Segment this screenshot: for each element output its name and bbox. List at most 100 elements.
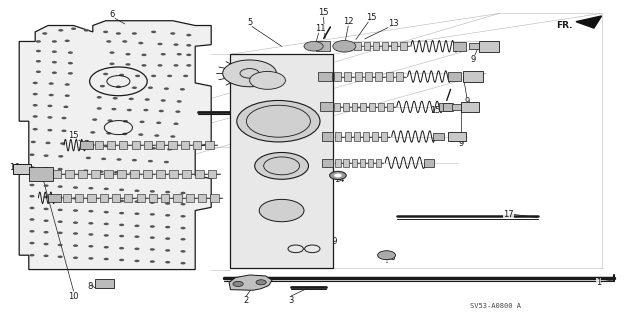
Circle shape [88, 233, 93, 236]
Circle shape [73, 197, 78, 200]
Bar [104, 170, 113, 178]
Circle shape [90, 131, 95, 134]
Bar [343, 103, 349, 111]
Bar [322, 132, 333, 141]
Circle shape [44, 219, 49, 222]
Bar [143, 170, 152, 178]
Text: 19: 19 [328, 237, 338, 246]
Circle shape [119, 212, 124, 214]
Circle shape [138, 42, 143, 44]
Circle shape [177, 100, 182, 103]
Text: FR.: FR. [556, 21, 573, 30]
Circle shape [119, 247, 124, 249]
Bar [92, 170, 100, 178]
Bar [479, 41, 499, 52]
Circle shape [173, 43, 179, 46]
Text: 1: 1 [596, 278, 601, 287]
Circle shape [180, 262, 186, 264]
Circle shape [333, 41, 356, 52]
Circle shape [165, 214, 170, 217]
Circle shape [255, 152, 308, 179]
Bar [360, 103, 366, 111]
Circle shape [150, 213, 155, 216]
Circle shape [104, 199, 109, 202]
Circle shape [65, 94, 70, 97]
Circle shape [73, 232, 78, 235]
Bar [461, 102, 479, 112]
Circle shape [58, 244, 63, 246]
Circle shape [165, 249, 170, 252]
Circle shape [173, 122, 179, 125]
Circle shape [180, 238, 186, 241]
Circle shape [150, 260, 155, 263]
Circle shape [119, 259, 124, 261]
Text: 15: 15 [430, 106, 440, 115]
Circle shape [157, 64, 163, 67]
Circle shape [119, 145, 124, 148]
Circle shape [101, 158, 106, 160]
Circle shape [151, 147, 156, 150]
Circle shape [143, 109, 148, 111]
Text: 12: 12 [344, 17, 354, 26]
Circle shape [165, 202, 170, 205]
Bar [453, 42, 466, 51]
Bar [344, 72, 351, 81]
Circle shape [165, 226, 170, 228]
Circle shape [92, 118, 97, 121]
Bar [386, 72, 392, 81]
Bar [433, 133, 444, 140]
Bar [316, 41, 330, 51]
Circle shape [104, 246, 109, 249]
Bar [65, 170, 74, 178]
Bar [322, 159, 333, 167]
Circle shape [68, 72, 73, 75]
Bar [360, 159, 365, 167]
Bar [107, 141, 115, 149]
Circle shape [88, 257, 93, 260]
Text: 6: 6 [109, 10, 115, 19]
Bar [452, 104, 463, 110]
Bar [161, 194, 170, 202]
Circle shape [44, 184, 49, 187]
Circle shape [134, 225, 140, 227]
Circle shape [65, 40, 70, 42]
Circle shape [132, 159, 137, 161]
Circle shape [103, 73, 108, 75]
Bar [182, 170, 191, 178]
Circle shape [68, 62, 73, 64]
Bar [149, 194, 157, 202]
Bar [336, 42, 342, 50]
Bar [320, 102, 333, 111]
Circle shape [52, 61, 57, 63]
Bar [351, 103, 358, 111]
Circle shape [104, 188, 109, 190]
Circle shape [119, 189, 124, 191]
Circle shape [29, 195, 35, 197]
Bar [173, 194, 182, 202]
Circle shape [129, 172, 134, 174]
Circle shape [58, 155, 63, 158]
Bar [368, 159, 373, 167]
Circle shape [29, 242, 35, 244]
Circle shape [103, 31, 108, 33]
Circle shape [122, 40, 127, 43]
Bar [48, 194, 61, 202]
Circle shape [106, 40, 111, 43]
Circle shape [116, 32, 121, 35]
Bar [168, 141, 177, 149]
Text: 8: 8 [87, 282, 92, 291]
Bar [463, 71, 483, 82]
Circle shape [122, 133, 127, 135]
Bar [344, 132, 351, 141]
Bar [63, 194, 71, 202]
Circle shape [36, 60, 41, 63]
Circle shape [151, 31, 156, 33]
Circle shape [256, 280, 266, 285]
Circle shape [173, 64, 179, 67]
Bar [401, 42, 406, 50]
Circle shape [119, 235, 124, 237]
Circle shape [170, 135, 175, 138]
Circle shape [161, 174, 166, 176]
Bar [376, 72, 382, 81]
Bar [355, 42, 360, 50]
